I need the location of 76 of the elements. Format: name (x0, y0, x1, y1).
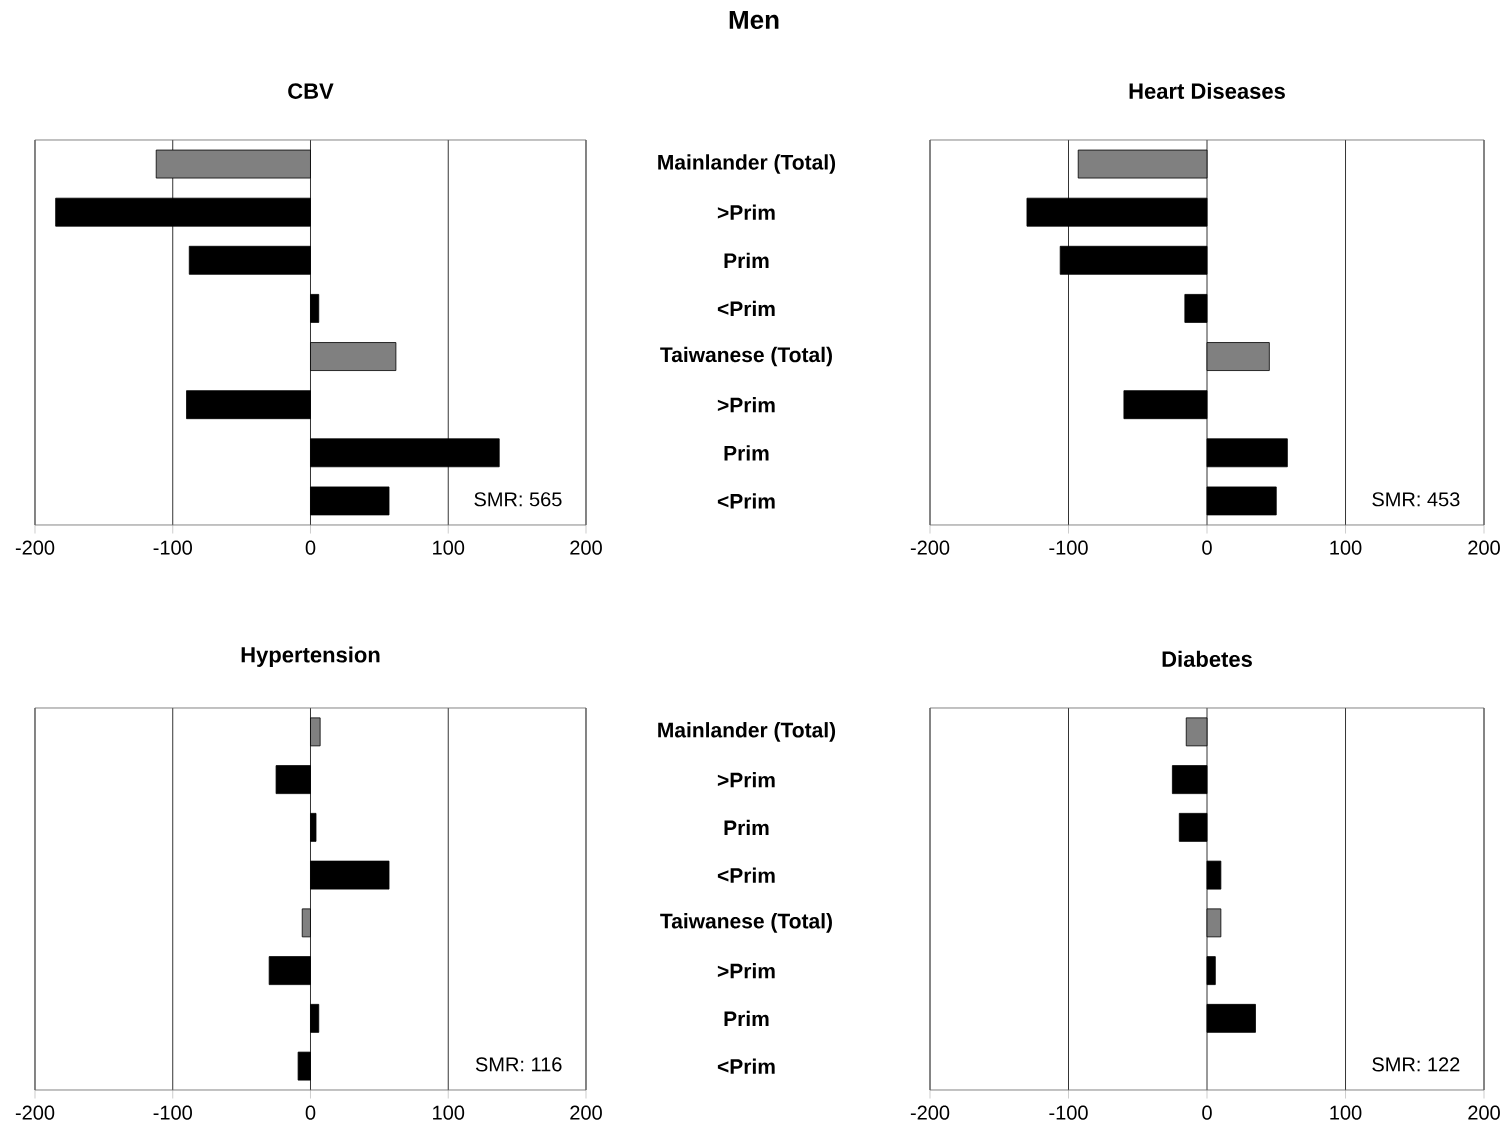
chart-title: Hypertension (241, 646, 380, 667)
x-tick-label: 100 (433, 540, 465, 555)
y-tick-label: <Prim (717, 1058, 775, 1074)
annotation: SMR: 565 (474, 492, 562, 507)
x-tick-label: 0 (1202, 540, 1212, 555)
annotation: SMR: 116 (475, 1057, 562, 1072)
annotation: SMR: 122 (1372, 1057, 1460, 1072)
bar (1206, 908, 1222, 938)
bar (1026, 197, 1208, 227)
y-tick-label: >Prim (717, 772, 775, 788)
x-tick-label: 0 (305, 1105, 316, 1120)
annotation: SMR: 453 (1372, 492, 1460, 507)
y-tick-label: <Prim (717, 867, 775, 883)
x-tick-label: -100 (1049, 540, 1088, 555)
bar (55, 197, 311, 227)
x-tick-label: -200 (15, 540, 55, 555)
bar (1185, 717, 1208, 747)
bar (310, 294, 320, 323)
y-tick-label: Mainlander (Total) (658, 154, 836, 174)
y-tick-label: <Prim (717, 493, 775, 509)
bar (310, 812, 317, 842)
bar (1178, 812, 1208, 842)
bar (1123, 390, 1208, 420)
chart-title: Diabetes (1162, 650, 1252, 667)
x-tick-label: 0 (305, 540, 316, 555)
bar (297, 1051, 311, 1081)
bar (1206, 860, 1222, 890)
bar (1206, 342, 1270, 371)
y-tick-label: <Prim (717, 300, 775, 317)
bar (1206, 1003, 1256, 1033)
y-tick-label: Taiwanese (Total) (660, 346, 832, 367)
y-tick-label: Prim (724, 1010, 769, 1026)
bar (186, 390, 311, 420)
bar (188, 245, 311, 275)
y-tick-label: Prim (724, 445, 769, 461)
bar (310, 438, 500, 468)
y-tick-label: >Prim (717, 204, 775, 220)
y-tick-label: Taiwanese (Total) (660, 913, 832, 933)
x-tick-label: 200 (1468, 540, 1500, 555)
x-tick-label: 200 (1468, 1105, 1500, 1120)
bar (268, 956, 311, 986)
y-tick-label: Prim (724, 819, 769, 835)
chart-title: Heart Diseases (1129, 82, 1285, 99)
bar (310, 717, 321, 747)
x-tick-label: 0 (1202, 1105, 1212, 1120)
x-tick-label: 200 (570, 540, 602, 555)
x-tick-label: -100 (153, 540, 192, 555)
bar (310, 342, 397, 371)
chart-title: CBV (288, 83, 334, 99)
bar (155, 149, 311, 179)
y-tick-label: >Prim (717, 963, 775, 979)
bar (1206, 956, 1216, 986)
bar (1171, 765, 1208, 795)
y-tick-label: Prim (724, 252, 769, 268)
bar (310, 860, 390, 890)
y-tick-label: Mainlander (Total) (658, 722, 836, 742)
bar (1206, 438, 1288, 468)
bar (275, 765, 311, 795)
bar (1206, 486, 1277, 516)
x-tick-label: 100 (1330, 540, 1362, 555)
x-tick-label: -200 (910, 1105, 950, 1120)
x-tick-label: -100 (1049, 1105, 1088, 1120)
y-tick-label: >Prim (717, 397, 775, 413)
bar (1077, 149, 1208, 179)
bar (310, 486, 390, 516)
bar (1059, 245, 1208, 275)
bar (301, 908, 311, 938)
text: Men (729, 10, 779, 30)
x-tick-label: 200 (570, 1105, 602, 1120)
x-tick-label: -200 (910, 540, 950, 555)
bar (310, 1003, 320, 1033)
x-tick-label: -200 (15, 1105, 55, 1120)
bar (1184, 294, 1208, 323)
x-tick-label: 100 (1330, 1105, 1362, 1120)
x-tick-label: 100 (433, 1105, 465, 1120)
x-tick-label: -100 (153, 1105, 192, 1120)
